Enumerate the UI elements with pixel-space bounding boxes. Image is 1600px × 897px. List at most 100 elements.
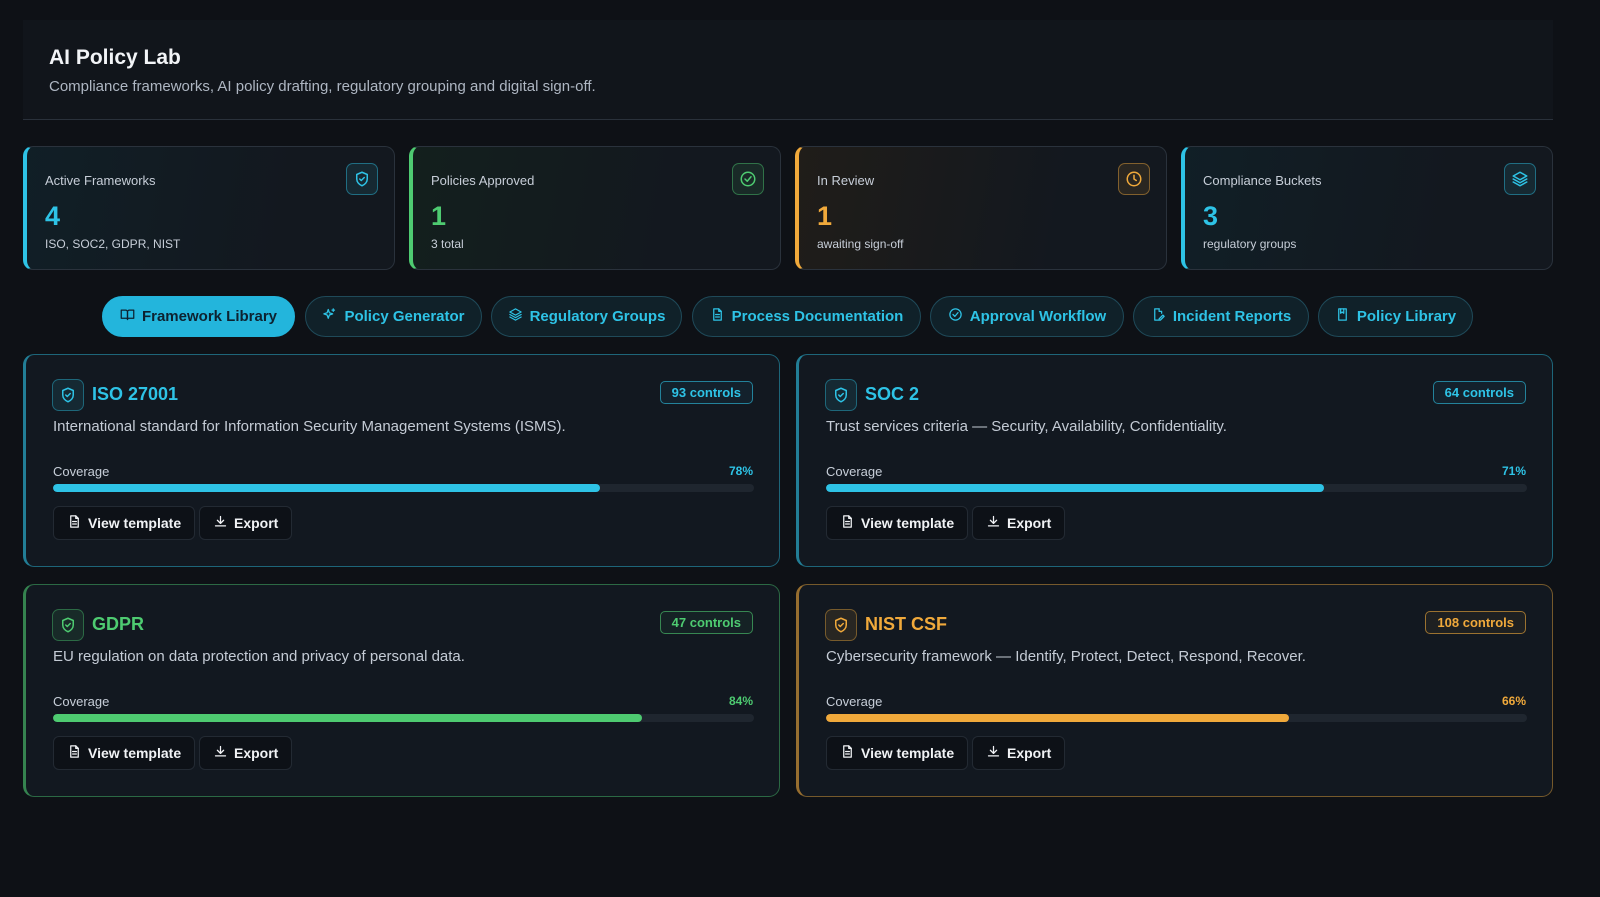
stat-label: Policies Approved	[431, 173, 535, 188]
export-button[interactable]: Export	[199, 736, 293, 770]
stats-row: Active Frameworks 4 ISO, SOC2, GDPR, NIS…	[23, 146, 1553, 270]
stat-value: 1	[431, 201, 447, 231]
page-subtitle: Compliance frameworks, AI policy draftin…	[49, 78, 596, 95]
framework-card-iso-27001: ISO 27001 93 controls International stan…	[23, 354, 780, 567]
tab-incident-reports[interactable]: Incident Reports	[1133, 296, 1309, 337]
stat-subtext: ISO, SOC2, GDPR, NIST	[45, 237, 181, 251]
framework-card-soc-2: SOC 2 64 controls Trust services criteri…	[796, 354, 1553, 567]
view-template-button[interactable]: View template	[53, 506, 196, 540]
coverage-label: Coverage	[826, 464, 883, 479]
button-label: Export	[1007, 515, 1052, 531]
framework-description: Trust services criteria — Security, Avai…	[826, 418, 1227, 435]
tab-policy-library[interactable]: Policy Library	[1318, 296, 1473, 337]
layers-icon	[508, 307, 523, 326]
coverage-label: Coverage	[53, 694, 110, 709]
button-label: Export	[234, 745, 279, 761]
coverage-bar-fill	[53, 484, 600, 492]
file-edit-icon	[1151, 307, 1166, 326]
document-icon	[710, 307, 725, 326]
stat-card-policies-approved: Policies Approved 1 3 total	[409, 146, 781, 270]
coverage-label: Coverage	[53, 464, 110, 479]
button-label: Export	[234, 515, 279, 531]
document-icon	[840, 744, 855, 762]
download-icon	[213, 744, 228, 762]
coverage-percent: 78%	[728, 464, 753, 478]
coverage-bar	[53, 714, 754, 722]
stat-value: 3	[1203, 201, 1219, 231]
tab-label: Policy Generator	[344, 308, 465, 325]
stat-card-in-review: In Review 1 awaiting sign-off	[795, 146, 1167, 270]
controls-badge: 108 controls	[1425, 611, 1526, 634]
framework-description: Cybersecurity framework — Identify, Prot…	[826, 648, 1306, 665]
shield-icon	[825, 379, 857, 411]
shield-icon	[52, 609, 84, 641]
page-title: AI Policy Lab	[49, 46, 181, 69]
check-circle-icon	[948, 307, 963, 326]
coverage-percent: 66%	[1501, 694, 1526, 708]
tab-regulatory-groups[interactable]: Regulatory Groups	[491, 296, 682, 337]
framework-description: EU regulation on data protection and pri…	[53, 648, 465, 665]
view-template-button[interactable]: View template	[826, 736, 969, 770]
framework-title: GDPR	[92, 614, 145, 634]
controls-badge: 64 controls	[1432, 381, 1526, 404]
framework-card-gdpr: GDPR 47 controls EU regulation on data p…	[23, 584, 780, 797]
document-icon	[67, 514, 82, 532]
export-button[interactable]: Export	[972, 736, 1066, 770]
check-circle-icon	[732, 163, 764, 195]
coverage-percent: 71%	[1501, 464, 1526, 478]
stat-label: Active Frameworks	[45, 173, 156, 188]
tab-policy-generator[interactable]: Policy Generator	[305, 296, 482, 337]
clock-icon	[1118, 163, 1150, 195]
stat-subtext: 3 total	[431, 237, 464, 251]
tab-label: Framework Library	[141, 308, 278, 325]
framework-title: SOC 2	[865, 384, 920, 404]
button-label: View template	[861, 745, 955, 761]
download-icon	[986, 744, 1001, 762]
coverage-bar-fill	[826, 484, 1324, 492]
page-header: AI Policy Lab Compliance frameworks, AI …	[23, 20, 1553, 120]
coverage-label: Coverage	[826, 694, 883, 709]
coverage-percent: 84%	[728, 694, 753, 708]
framework-title: ISO 27001	[92, 384, 179, 404]
shield-icon	[346, 163, 378, 195]
sparkles-icon	[322, 307, 337, 326]
button-label: View template	[861, 515, 955, 531]
controls-badge: 93 controls	[659, 381, 753, 404]
stat-label: In Review	[817, 173, 875, 188]
export-button[interactable]: Export	[972, 506, 1066, 540]
stat-card-active-frameworks: Active Frameworks 4 ISO, SOC2, GDPR, NIS…	[23, 146, 395, 270]
download-icon	[213, 514, 228, 532]
stat-label: Compliance Buckets	[1203, 173, 1322, 188]
tab-approval-workflow[interactable]: Approval Workflow	[930, 296, 1124, 337]
controls-badge: 47 controls	[659, 611, 753, 634]
button-label: View template	[88, 745, 182, 761]
bookmark-icon	[1335, 307, 1350, 326]
layers-icon	[1504, 163, 1536, 195]
framework-description: International standard for Information S…	[53, 418, 566, 435]
shield-icon	[52, 379, 84, 411]
tab-label: Incident Reports	[1172, 308, 1292, 325]
tab-framework-library[interactable]: Framework Library	[102, 296, 295, 337]
coverage-bar	[826, 484, 1527, 492]
view-template-button[interactable]: View template	[826, 506, 969, 540]
export-button[interactable]: Export	[199, 506, 293, 540]
framework-card-nist-csf: NIST CSF 108 controls Cybersecurity fram…	[796, 584, 1553, 797]
stat-subtext: regulatory groups	[1203, 237, 1297, 251]
stat-value: 1	[817, 201, 833, 231]
tab-process-documentation[interactable]: Process Documentation	[692, 296, 921, 337]
coverage-bar-fill	[53, 714, 642, 722]
framework-title: NIST CSF	[865, 614, 948, 634]
stat-value: 4	[45, 201, 61, 231]
stat-card-compliance-buckets: Compliance Buckets 3 regulatory groups	[1181, 146, 1553, 270]
tab-label: Regulatory Groups	[529, 308, 666, 325]
tab-label: Process Documentation	[731, 308, 904, 325]
document-icon	[840, 514, 855, 532]
tab-label: Policy Library	[1356, 308, 1457, 325]
tab-label: Approval Workflow	[969, 308, 1107, 325]
view-template-button[interactable]: View template	[53, 736, 196, 770]
book-icon	[120, 307, 135, 326]
coverage-bar-fill	[826, 714, 1289, 722]
button-label: Export	[1007, 745, 1052, 761]
download-icon	[986, 514, 1001, 532]
button-label: View template	[88, 515, 182, 531]
